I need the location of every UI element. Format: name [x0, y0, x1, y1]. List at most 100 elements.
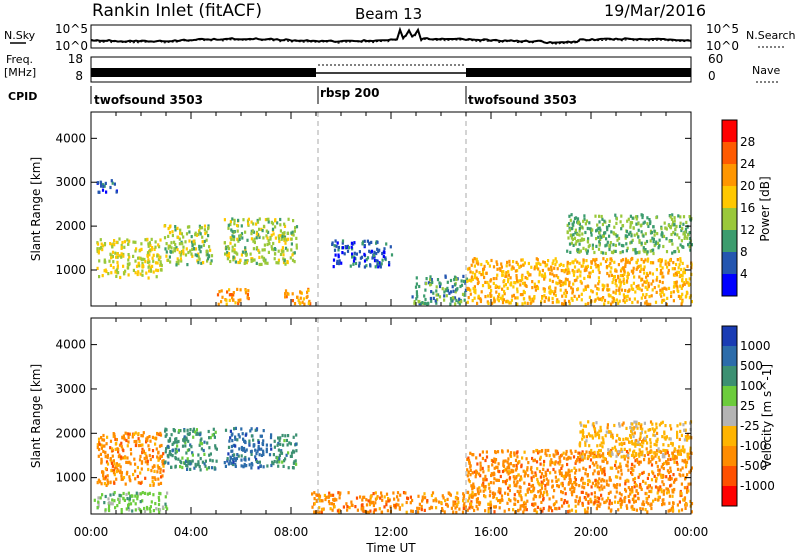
heatmap-cell-region-7 [676, 430, 679, 434]
heatmap-cell-region-9 [670, 232, 673, 237]
heatmap-cell-region-6 [562, 474, 565, 478]
heatmap-cell-region-1 [192, 435, 195, 439]
heatmap-cell-region-6 [637, 475, 640, 479]
heatmap-cell-region-7 [607, 293, 610, 297]
heatmap-cell-region-5 [348, 506, 351, 510]
heatmap-cell-region-0 [134, 431, 137, 435]
heatmap-cell-region-7 [601, 445, 604, 449]
heatmap-cell-region-3 [284, 457, 287, 461]
heatmap-cell-region-6 [667, 454, 671, 458]
heatmap-cell-region-4 [118, 493, 121, 497]
heatmap-cell-region-0 [122, 434, 125, 438]
heatmap-cell-region-0 [117, 450, 120, 454]
heatmap-cell-region-7 [611, 446, 614, 451]
heatmap-cell-region-4 [128, 502, 131, 506]
heatmap-cell-region-2 [261, 255, 264, 259]
colorbar-tick-label: 8 [740, 245, 748, 259]
heatmap-cell-region-9 [644, 248, 647, 252]
heatmap-cell-region-6 [551, 479, 554, 483]
heatmap-cell-region-6 [516, 489, 519, 494]
heatmap-cell-region-2 [294, 226, 297, 230]
heatmap-cell-region-6 [481, 450, 484, 454]
heatmap-cell-region-2 [233, 235, 236, 239]
heatmap-cell-region-6 [604, 457, 607, 461]
heatmap-cell-region-3 [288, 441, 291, 445]
heatmap-cell-region-0 [123, 240, 126, 244]
heatmap-cell-region-6 [610, 501, 613, 505]
heatmap-cell-region-2 [229, 220, 232, 224]
heatmap-cell-region-0 [154, 245, 157, 249]
heatmap-cell-region-1 [199, 457, 202, 461]
heatmap-cell-region-7 [588, 295, 591, 299]
heatmap-cell-region-9 [605, 237, 608, 241]
heatmap-cell-region-7 [543, 272, 546, 276]
heatmap-cell-region-7 [640, 423, 643, 427]
heatmap-cell-region-7 [495, 260, 498, 264]
heatmap-cell-region-5 [435, 499, 438, 503]
heatmap-cell-region-6 [519, 494, 522, 498]
heatmap-cell-region-6 [490, 473, 493, 478]
heatmap-cell-region-7 [635, 260, 638, 264]
heatmap-cell-region-1 [177, 457, 180, 461]
heatmap-cell-region-0 [116, 260, 119, 264]
heatmap-cell-region-7 [647, 284, 650, 288]
freq-left-tick-bottom: 8 [75, 69, 83, 83]
heatmap-cell-region-9 [682, 232, 685, 236]
heatmap-cell-region-7 [492, 296, 496, 300]
heatmap-cell-region-0 [157, 458, 160, 462]
heatmap-cell-region-4 [103, 501, 106, 505]
heatmap-cell-region-6 [667, 458, 670, 462]
heatmap-cell-region-6 [473, 508, 476, 513]
heatmap-cell-region-7 [640, 288, 643, 292]
heatmap-cell-region-7 [645, 293, 648, 297]
heatmap-cell-region-7 [501, 270, 504, 274]
heatmap-cell-region-4 [152, 493, 155, 497]
heatmap-cell-region-6 [538, 469, 542, 474]
heatmap-cell-region-6 [544, 470, 547, 474]
heatmap-cell-region-7 [686, 281, 689, 285]
heatmap-cell-region-5 [343, 252, 346, 256]
heatmap-cell-region-7 [578, 261, 581, 265]
colorbar-frame [721, 119, 738, 297]
heatmap-cell-region-7 [584, 440, 587, 444]
heatmap-cell-region-1 [209, 248, 212, 252]
heatmap-cell-region-7 [584, 285, 587, 289]
heatmap-cell-region-6 [625, 450, 629, 454]
heatmap-cell-region-2 [231, 234, 234, 238]
heatmap-cell-region-2 [237, 260, 240, 265]
heatmap-cell-region-7 [541, 296, 544, 300]
heatmap-cell-region-3 [218, 290, 221, 294]
heatmap-cell-region-6 [508, 466, 511, 470]
heatmap-cell-region-7 [671, 267, 674, 271]
heatmap-cell-region-0 [139, 272, 142, 276]
heatmap-cell-region-0 [144, 451, 147, 456]
heatmap-cell-region-3 [278, 460, 281, 464]
heatmap-cell-region-1 [168, 450, 172, 454]
heatmap-cell-region-9 [679, 215, 682, 219]
heatmap-cell-region-9 [612, 232, 616, 236]
heatmap-cell-region-7 [578, 444, 582, 448]
heatmap-cell-region-7 [639, 264, 642, 268]
heatmap-cell-region-1 [183, 435, 186, 439]
heatmap-cell-region-7 [588, 434, 592, 438]
heatmap-cell-region-5 [441, 508, 444, 512]
heatmap-cell-region-0 [154, 477, 157, 481]
heatmap-cell-region-5 [376, 261, 380, 265]
heatmap-cell-region-5 [394, 506, 397, 510]
heatmap-cell-region-9 [603, 231, 606, 235]
heatmap-cell-region-7 [555, 260, 558, 264]
heatmap-cell-region-1 [214, 446, 217, 450]
heatmap-cell-region-2 [255, 232, 258, 236]
heatmap-cell-region-7 [614, 291, 617, 295]
heatmap-cell-region-6 [568, 473, 571, 478]
heatmap-cell-region-1 [207, 255, 211, 259]
heatmap-cell-region-5 [405, 500, 408, 505]
freq-band-twofsound-1 [91, 68, 316, 77]
heatmap-cell-region-0 [96, 443, 99, 447]
heatmap-cell-region-7 [593, 450, 596, 454]
heatmap-cell-region-9 [652, 240, 655, 244]
heatmap-cell-region-1 [197, 255, 200, 259]
heatmap-cell-region-3 [220, 289, 223, 293]
heatmap-cell-region-6 [519, 489, 522, 493]
heatmap-cell-region-6 [645, 492, 648, 496]
